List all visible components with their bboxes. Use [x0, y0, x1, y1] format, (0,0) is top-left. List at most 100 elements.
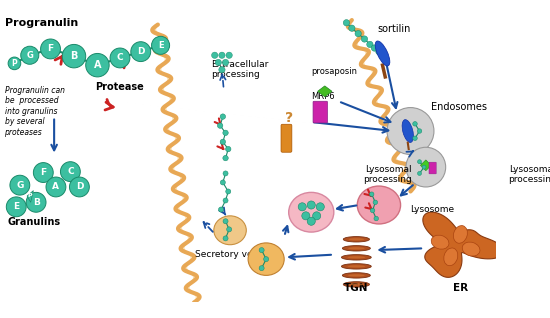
- Text: E: E: [158, 41, 163, 50]
- Circle shape: [316, 203, 324, 211]
- Text: B: B: [70, 51, 78, 61]
- Circle shape: [220, 139, 225, 145]
- Circle shape: [417, 160, 421, 164]
- Ellipse shape: [342, 255, 371, 260]
- Circle shape: [26, 192, 46, 212]
- Circle shape: [223, 236, 228, 241]
- Circle shape: [219, 52, 225, 59]
- Circle shape: [60, 162, 80, 182]
- Ellipse shape: [343, 273, 370, 278]
- Text: B: B: [32, 198, 40, 207]
- Text: ER: ER: [453, 283, 468, 293]
- Circle shape: [349, 25, 355, 31]
- Polygon shape: [420, 160, 431, 171]
- Ellipse shape: [402, 120, 414, 142]
- Circle shape: [215, 59, 222, 66]
- Circle shape: [6, 197, 26, 217]
- Ellipse shape: [343, 237, 370, 242]
- Text: MRP6: MRP6: [311, 92, 335, 100]
- Circle shape: [69, 177, 89, 197]
- Polygon shape: [423, 212, 504, 277]
- Ellipse shape: [375, 41, 390, 66]
- Circle shape: [217, 123, 223, 128]
- Text: ?: ?: [285, 111, 293, 125]
- Circle shape: [223, 198, 228, 203]
- Ellipse shape: [214, 216, 246, 245]
- Circle shape: [373, 200, 377, 204]
- Text: Granulins: Granulins: [8, 217, 61, 227]
- Text: G: G: [16, 181, 24, 190]
- Circle shape: [110, 48, 130, 68]
- Circle shape: [371, 45, 377, 51]
- Text: Lysosome: Lysosome: [410, 205, 455, 214]
- Circle shape: [223, 171, 228, 176]
- Circle shape: [412, 136, 417, 141]
- Text: F: F: [47, 45, 53, 53]
- Circle shape: [361, 36, 367, 42]
- Ellipse shape: [444, 248, 458, 266]
- FancyBboxPatch shape: [281, 124, 292, 152]
- Ellipse shape: [453, 225, 468, 243]
- Ellipse shape: [342, 264, 371, 269]
- Ellipse shape: [348, 265, 365, 267]
- Ellipse shape: [289, 192, 334, 232]
- Circle shape: [307, 201, 315, 209]
- Circle shape: [376, 48, 382, 55]
- Circle shape: [10, 175, 30, 195]
- Text: Secretory vescicles: Secretory vescicles: [195, 250, 283, 259]
- Circle shape: [263, 257, 268, 262]
- Text: P: P: [28, 193, 32, 198]
- Text: Lysosomal
processing: Lysosomal processing: [364, 165, 412, 184]
- Text: Lysosomal
processing: Lysosomal processing: [508, 165, 550, 184]
- Circle shape: [226, 146, 231, 152]
- Circle shape: [221, 180, 225, 185]
- Ellipse shape: [348, 274, 365, 277]
- Text: F: F: [40, 168, 46, 177]
- Circle shape: [219, 66, 225, 73]
- Ellipse shape: [343, 245, 370, 251]
- Circle shape: [343, 20, 350, 26]
- Ellipse shape: [348, 247, 365, 249]
- Circle shape: [406, 147, 446, 187]
- Circle shape: [374, 216, 378, 221]
- Circle shape: [21, 46, 39, 64]
- Text: A: A: [52, 183, 59, 191]
- Circle shape: [412, 121, 417, 126]
- Text: G: G: [26, 51, 33, 60]
- Circle shape: [218, 207, 223, 212]
- Circle shape: [8, 57, 21, 70]
- Text: sortilin: sortilin: [377, 24, 410, 34]
- Text: C: C: [117, 53, 123, 62]
- Text: D: D: [76, 183, 83, 191]
- Circle shape: [259, 266, 264, 271]
- Circle shape: [370, 192, 374, 197]
- Circle shape: [222, 59, 229, 66]
- Circle shape: [417, 129, 422, 133]
- Text: prosaposin: prosaposin: [311, 67, 358, 76]
- Circle shape: [302, 212, 310, 220]
- Circle shape: [387, 107, 434, 155]
- Ellipse shape: [348, 256, 365, 259]
- Circle shape: [223, 219, 228, 224]
- Text: P: P: [12, 59, 17, 68]
- Circle shape: [417, 171, 421, 176]
- Text: A: A: [94, 60, 101, 70]
- Circle shape: [312, 212, 321, 220]
- Text: Endosomes: Endosomes: [431, 102, 487, 112]
- Text: Extracellular
processing: Extracellular processing: [211, 59, 268, 79]
- Text: Progranulin can
be  processed
into granulins
by several
proteases: Progranulin can be processed into granul…: [4, 86, 64, 136]
- Text: Protease: Protease: [95, 81, 144, 92]
- Circle shape: [62, 45, 86, 68]
- Circle shape: [223, 156, 228, 161]
- Text: C: C: [67, 167, 74, 176]
- Circle shape: [298, 203, 306, 211]
- FancyBboxPatch shape: [313, 101, 327, 123]
- Polygon shape: [27, 190, 34, 202]
- Circle shape: [422, 165, 426, 169]
- Circle shape: [46, 177, 66, 197]
- Circle shape: [355, 31, 361, 37]
- Circle shape: [41, 39, 60, 59]
- Ellipse shape: [343, 282, 370, 287]
- Circle shape: [34, 162, 53, 183]
- Text: D: D: [137, 47, 145, 56]
